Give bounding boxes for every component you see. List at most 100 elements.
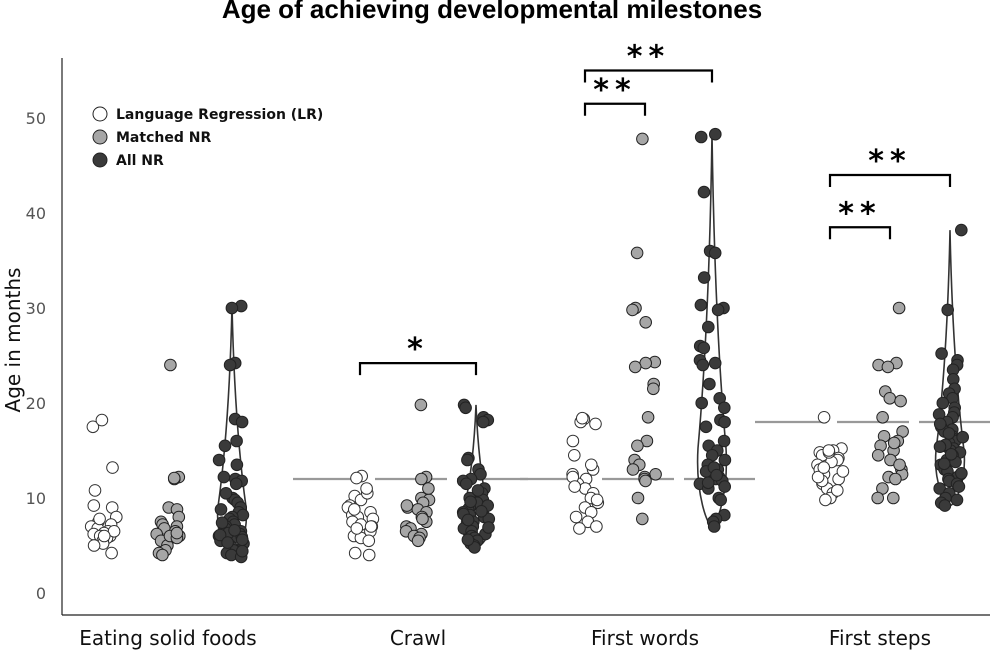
data-point [364, 520, 378, 533]
data-point [348, 503, 361, 516]
data-point [649, 468, 662, 481]
significance-label: * [407, 332, 429, 367]
data-point [97, 529, 111, 543]
data-point [93, 512, 106, 526]
data-point [887, 436, 901, 450]
data-point [236, 533, 249, 547]
data-point [360, 482, 373, 495]
data-point [230, 434, 243, 448]
significance-label: ** [868, 144, 911, 179]
data-point [476, 415, 490, 429]
data-point [942, 427, 956, 440]
data-point [937, 457, 951, 471]
data-point [576, 411, 589, 425]
data-point [400, 499, 414, 512]
data-point [819, 493, 832, 507]
data-point [701, 476, 715, 490]
data-point [836, 465, 850, 478]
data-point [933, 417, 947, 431]
significance-label: ** [838, 196, 881, 231]
data-point [711, 303, 725, 317]
data-point [695, 396, 709, 410]
data-point [590, 493, 604, 507]
data-point [639, 316, 653, 329]
y-tick-label: 30 [26, 299, 46, 318]
data-point [213, 528, 227, 542]
data-point [933, 440, 947, 454]
data-point [887, 491, 900, 505]
data-point [631, 439, 644, 453]
data-point [362, 548, 376, 562]
data-point [956, 430, 970, 444]
data-point [952, 480, 966, 493]
y-tick-label: 20 [26, 394, 46, 413]
data-point [718, 480, 732, 493]
significance-bracket [828, 226, 892, 240]
data-point [87, 539, 101, 552]
data-point [876, 411, 889, 424]
data-point [817, 461, 831, 474]
x-tick-label: First words [591, 626, 699, 650]
data-point [170, 526, 184, 540]
data-point [714, 493, 728, 507]
data-point [817, 411, 831, 424]
data-point [647, 382, 660, 396]
data-point [106, 461, 119, 474]
data-point [639, 474, 652, 488]
data-point [871, 449, 885, 462]
data-point [460, 477, 473, 491]
data-point [215, 516, 229, 530]
data-point [568, 449, 581, 462]
data-point [221, 536, 234, 549]
x-tick-label: Eating solid foods [79, 626, 256, 650]
data-point [218, 439, 232, 453]
data-point [702, 320, 715, 334]
legend-marker [92, 129, 108, 145]
data-point [935, 347, 948, 360]
data-point [889, 472, 902, 486]
data-point [883, 392, 897, 405]
data-point [710, 468, 723, 482]
significance-bracket [828, 173, 952, 187]
data-point [708, 356, 722, 370]
data-point [414, 398, 428, 412]
y-tick-label: 40 [26, 204, 46, 223]
data-point [471, 484, 485, 497]
data-point [936, 396, 950, 410]
data-point [708, 246, 722, 260]
data-point [219, 487, 233, 500]
data-point [422, 482, 435, 495]
data-point [950, 493, 964, 507]
data-point [229, 477, 243, 491]
data-point [938, 499, 952, 512]
data-point [955, 223, 968, 237]
data-point [941, 303, 955, 317]
data-point [694, 298, 708, 312]
data-point [416, 512, 429, 526]
data-point [696, 358, 710, 372]
data-point [475, 505, 488, 518]
data-point [236, 544, 249, 558]
data-point [573, 522, 586, 535]
legend-label: Matched NR [116, 130, 211, 146]
data-point [568, 480, 582, 493]
data-point [955, 467, 968, 480]
data-point [87, 499, 101, 512]
data-point [225, 301, 239, 315]
significance-bracket [583, 102, 647, 116]
data-point [697, 271, 711, 284]
data-point [636, 132, 649, 146]
data-point [590, 520, 603, 533]
data-point [585, 458, 598, 472]
data-point [482, 521, 495, 534]
data-point [703, 377, 716, 391]
data-point [630, 246, 644, 260]
data-point [811, 470, 825, 484]
x-tick-label: First steps [829, 626, 931, 650]
data-points [84, 127, 970, 564]
significance-label: ** [627, 40, 670, 75]
data-point [881, 360, 895, 374]
x-tick-label: Crawl [390, 626, 446, 650]
data-point [718, 453, 732, 467]
